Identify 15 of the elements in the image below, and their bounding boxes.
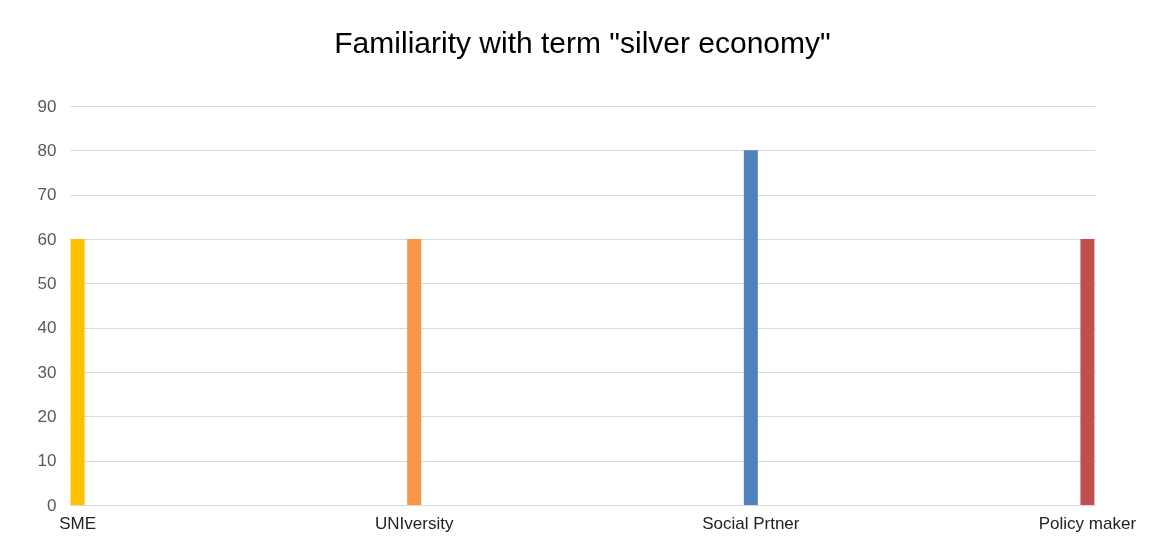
y-tick-label: 20	[37, 406, 57, 426]
x-tick-label: UNIversity	[374, 513, 454, 533]
y-tick-label: 40	[37, 318, 57, 338]
x-tick-label: Policy maker	[1038, 513, 1137, 533]
y-tick-label: 60	[37, 229, 57, 249]
x-tick-label: Social Prtner	[702, 513, 800, 533]
y-tick-label: 30	[37, 362, 57, 382]
chart-title: Familiarity with term "silver economy"	[334, 26, 831, 59]
y-tick-label: 50	[37, 273, 57, 293]
x-tick-label: SME	[59, 513, 96, 533]
y-tick-label: 80	[37, 140, 57, 160]
y-tick-label: 10	[37, 451, 57, 471]
y-tick-label: 70	[37, 185, 57, 205]
y-tick-label: 0	[47, 495, 57, 515]
y-tick-label: 90	[37, 96, 57, 116]
